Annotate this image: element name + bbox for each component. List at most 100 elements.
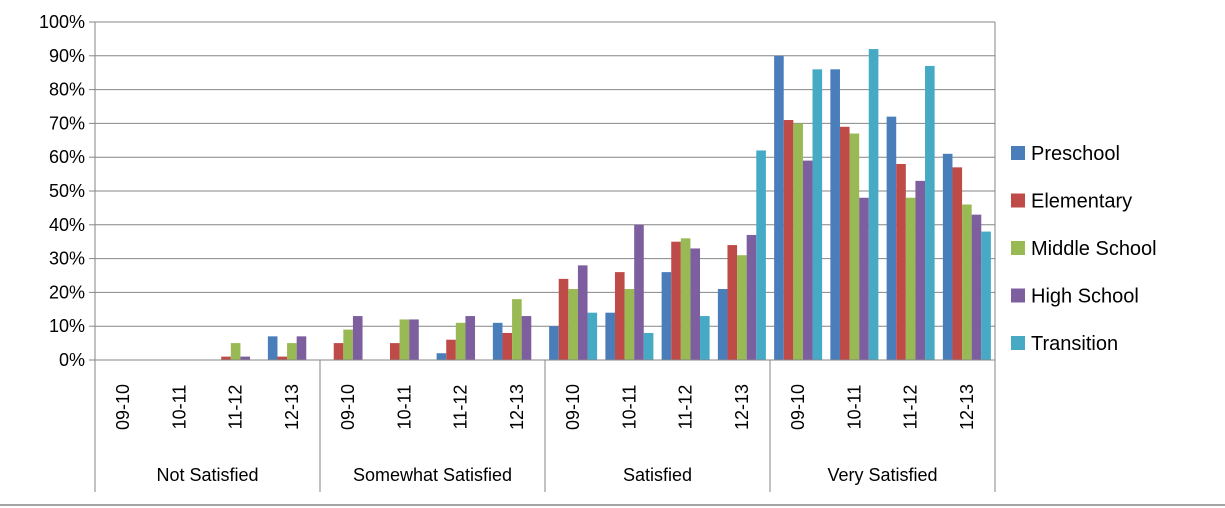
bar-preschool: [436, 353, 447, 360]
bar-high-school: [296, 336, 307, 360]
bar-preschool: [886, 116, 897, 360]
legend-label: High School: [1031, 286, 1139, 308]
bar-high-school: [409, 319, 419, 360]
bar-transition: [868, 49, 879, 360]
bar-middle-school: [230, 343, 241, 360]
x-tick-label: 09-10: [338, 384, 358, 430]
x-tick-label: 10-11: [844, 385, 864, 430]
x-tick-label: 10-11: [169, 385, 189, 430]
bar-transition: [587, 312, 598, 360]
x-tick-label: 10-11: [619, 385, 639, 430]
bar-middle-school: [343, 329, 353, 360]
bars: [221, 49, 991, 361]
bar-middle-school: [905, 197, 916, 360]
bar-transition: [643, 332, 654, 360]
bar-preschool: [717, 289, 728, 360]
bar-transition: [812, 69, 823, 360]
legend-swatch: [1011, 241, 1025, 255]
bar-middle-school: [680, 238, 691, 360]
legend-label: Middle School: [1031, 238, 1157, 260]
bar-elementary: [502, 332, 513, 360]
legend-label: Elementary: [1031, 191, 1132, 213]
bar-high-school: [746, 234, 757, 360]
bar-elementary: [614, 272, 625, 360]
x-tick-label: 09-10: [113, 384, 133, 430]
x-tick-label: 11-12: [451, 385, 471, 430]
y-tick-label: 90%: [49, 46, 85, 66]
legend-swatch: [1011, 146, 1025, 160]
y-tick-label: 30%: [49, 249, 85, 269]
x-tick-label: 12-13: [732, 384, 752, 430]
x-tick-label: 11-12: [901, 385, 921, 430]
legend-label: Preschool: [1031, 143, 1120, 165]
bar-elementary: [221, 356, 231, 360]
bar-middle-school: [399, 319, 410, 360]
bar-middle-school: [962, 204, 972, 360]
x-tick-label: 12-13: [957, 384, 977, 430]
x-tick-label: 09-10: [563, 384, 583, 430]
bar-elementary: [446, 339, 456, 360]
bar-elementary: [896, 163, 906, 360]
group-label: Satisfied: [623, 465, 692, 485]
bar-preschool: [605, 312, 615, 360]
y-tick-label: 80%: [49, 80, 85, 100]
x-tick-label: 10-11: [394, 385, 414, 430]
bar-preschool: [661, 272, 672, 360]
bar-transition: [925, 65, 935, 360]
bar-elementary: [389, 343, 400, 360]
x-axis-ticks: 09-10 10-11 11-12 12-13 09-10 10-11 11-12 12-13…: [113, 384, 977, 485]
bar-middle-school: [512, 299, 522, 360]
bar-middle-school: [287, 343, 297, 360]
bar-high-school: [240, 356, 251, 360]
group-label: Not Satisfied: [156, 465, 258, 485]
y-tick-label: 40%: [49, 215, 85, 235]
legend-swatch: [1011, 336, 1025, 350]
bar-preschool: [774, 55, 784, 361]
gridlines: [95, 21, 995, 361]
legend-swatch: [1011, 193, 1025, 208]
y-tick-label: 60%: [49, 147, 85, 167]
bar-elementary: [558, 278, 569, 360]
x-tick-label: 12-13: [507, 384, 527, 430]
bar-elementary: [671, 241, 681, 360]
bar-elementary: [839, 126, 850, 360]
y-tick-label: 50%: [49, 181, 85, 201]
x-tick-label: 11-12: [676, 385, 696, 430]
y-tick-label: 100%: [39, 12, 85, 32]
bar-preschool: [830, 69, 840, 360]
bar-high-school: [859, 197, 869, 360]
bar-middle-school: [624, 289, 635, 360]
x-tick-label: 11-12: [226, 385, 246, 430]
y-tick-label: 70%: [49, 113, 85, 133]
legend-label: Transition: [1031, 333, 1118, 355]
bar-preschool: [942, 153, 953, 360]
legend-swatch: [1011, 288, 1025, 303]
bar-middle-school: [568, 289, 578, 360]
bar-high-school: [352, 316, 363, 360]
bar-elementary: [952, 167, 963, 360]
axes: [0, 21, 1225, 506]
bar-middle-school: [737, 255, 747, 360]
bar-middle-school: [455, 322, 466, 360]
bar-high-school: [465, 316, 476, 360]
bar-middle-school: [849, 133, 860, 360]
bar-transition: [756, 150, 766, 360]
bar-high-school: [577, 265, 588, 360]
x-tick-label: 09-10: [788, 384, 808, 430]
bar-transition: [981, 231, 991, 360]
bar-elementary: [727, 245, 738, 360]
bar-elementary: [277, 356, 288, 360]
group-label: Somewhat Satisfied: [353, 465, 512, 485]
x-tick-label: 12-13: [282, 384, 302, 430]
legend: Preschool Elementary Middle School High Sch…: [1011, 143, 1157, 355]
bar-preschool: [549, 326, 559, 360]
y-axis-ticks: 0% 10% 20% 30% 40% 50% 60% 70% 80% 90% 100%: [39, 12, 85, 370]
bar-preschool: [492, 322, 503, 360]
group-label: Very Satisfied: [827, 465, 937, 485]
y-tick-label: 0%: [59, 350, 85, 370]
bar-elementary: [783, 120, 794, 361]
bar-transition: [700, 316, 710, 360]
y-tick-label: 10%: [49, 316, 85, 336]
bar-high-school: [802, 160, 813, 360]
